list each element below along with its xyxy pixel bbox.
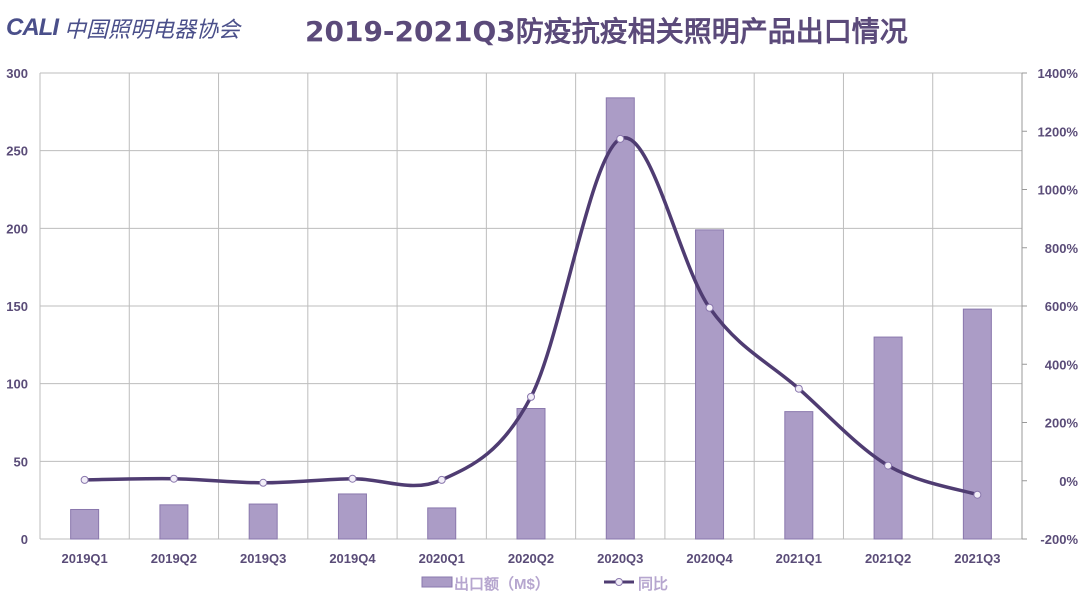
y-right-tick-label: 600%	[1045, 299, 1079, 314]
chart-title: 2019-2021Q3防疫抗疫相关照明产品出口情况	[305, 15, 908, 48]
bar	[873, 336, 903, 540]
y-left-tick-label: 50	[14, 454, 28, 469]
bar	[248, 503, 278, 540]
logo-mark: CALI	[6, 14, 59, 41]
bar	[695, 229, 725, 540]
x-tick-label: 2020Q2	[508, 551, 554, 566]
legend-bar-swatch	[421, 576, 453, 588]
yoy-point	[527, 392, 535, 401]
bar	[962, 308, 992, 540]
bar	[427, 507, 457, 540]
y-right-tick-label: 1400%	[1038, 66, 1079, 81]
x-tick-label: 2019Q2	[151, 551, 197, 566]
y-right-tick-label: 800%	[1045, 241, 1079, 256]
yoy-point	[169, 474, 178, 483]
y-left-tick-label: 0	[21, 532, 28, 547]
yoy-point	[794, 384, 803, 393]
y-left-tick-label: 300	[6, 66, 28, 81]
bar	[70, 508, 100, 540]
yoy-point	[616, 134, 625, 143]
x-tick-label: 2020Q1	[419, 551, 465, 566]
y-right-tick-label: 0%	[1059, 474, 1078, 489]
bar	[159, 504, 189, 540]
x-tick-label: 2021Q3	[954, 551, 1000, 566]
x-tick-label: 2020Q4	[686, 551, 733, 566]
y-left-tick-label: 150	[6, 299, 28, 314]
bar	[784, 411, 814, 540]
y-right-tick-label: 1200%	[1038, 124, 1079, 139]
y-left-tick-label: 250	[6, 144, 28, 159]
yoy-point	[705, 303, 714, 312]
x-tick-label: 2019Q3	[240, 551, 286, 566]
y-left-tick-label: 100	[6, 377, 28, 392]
bar	[337, 493, 367, 540]
legend-bar-label: 出口额（M$）	[454, 575, 550, 593]
bar	[516, 408, 546, 540]
bar	[605, 97, 635, 540]
yoy-point	[80, 475, 89, 484]
logo-text: 中国照明电器协会	[64, 18, 241, 43]
y-left-tick-label: 200	[6, 221, 28, 236]
x-tick-label: 2019Q1	[62, 551, 108, 566]
y-right-tick-label: 1000%	[1038, 183, 1079, 198]
x-tick-label: 2019Q4	[329, 551, 376, 566]
x-tick-label: 2020Q3	[597, 551, 643, 566]
y-right-tick-label: 200%	[1045, 416, 1079, 431]
x-tick-label: 2021Q2	[865, 551, 911, 566]
x-tick-label: 2021Q1	[776, 551, 822, 566]
yoy-point	[973, 490, 982, 499]
y-right-tick-label: -200%	[1040, 532, 1078, 547]
logo: CALI 中国照明电器协会	[6, 8, 240, 48]
yoy-point	[884, 461, 893, 470]
legend-line-label: 同比	[638, 575, 668, 593]
yoy-point	[437, 475, 446, 484]
yoy-point	[259, 478, 268, 487]
legend-line-marker	[615, 578, 623, 586]
yoy-point	[348, 474, 357, 483]
y-right-tick-label: 400%	[1045, 357, 1079, 372]
